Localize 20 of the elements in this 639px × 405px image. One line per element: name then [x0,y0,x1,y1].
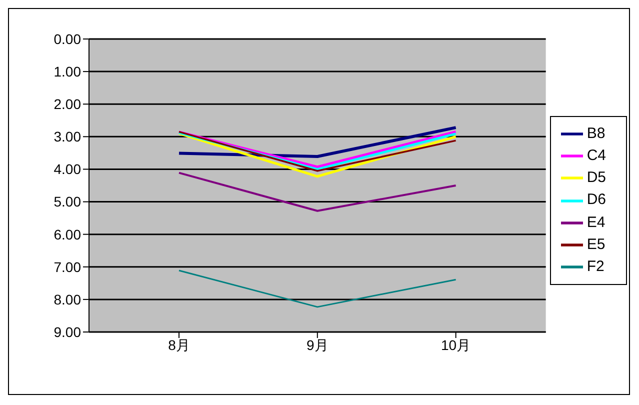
y-tick-label: 5.00 [54,194,82,210]
legend-label: F2 [586,258,604,275]
y-tick-label: 9.00 [54,324,82,340]
y-tick-label: 7.00 [54,258,82,275]
x-tick-label: 10月 [441,336,471,353]
y-tick-label: 8.00 [54,291,82,308]
y-tick-label: 4.00 [54,161,82,178]
y-tick-label: 2.00 [54,96,82,112]
y-tick-label: 3.00 [54,128,82,145]
legend-label: C4 [586,147,606,164]
y-tick-label: 0.00 [54,30,82,47]
x-tick-label: 9月 [306,336,328,353]
legend-label: E5 [586,236,606,253]
y-tick-label: 1.00 [54,64,82,80]
y-tick-label: 6.00 [54,226,82,242]
legend-label: D5 [586,169,606,186]
x-tick-label: 8月 [168,336,190,353]
legend-label: E4 [586,214,606,231]
legend-label: D6 [586,191,606,208]
legend-label: B8 [586,125,606,142]
